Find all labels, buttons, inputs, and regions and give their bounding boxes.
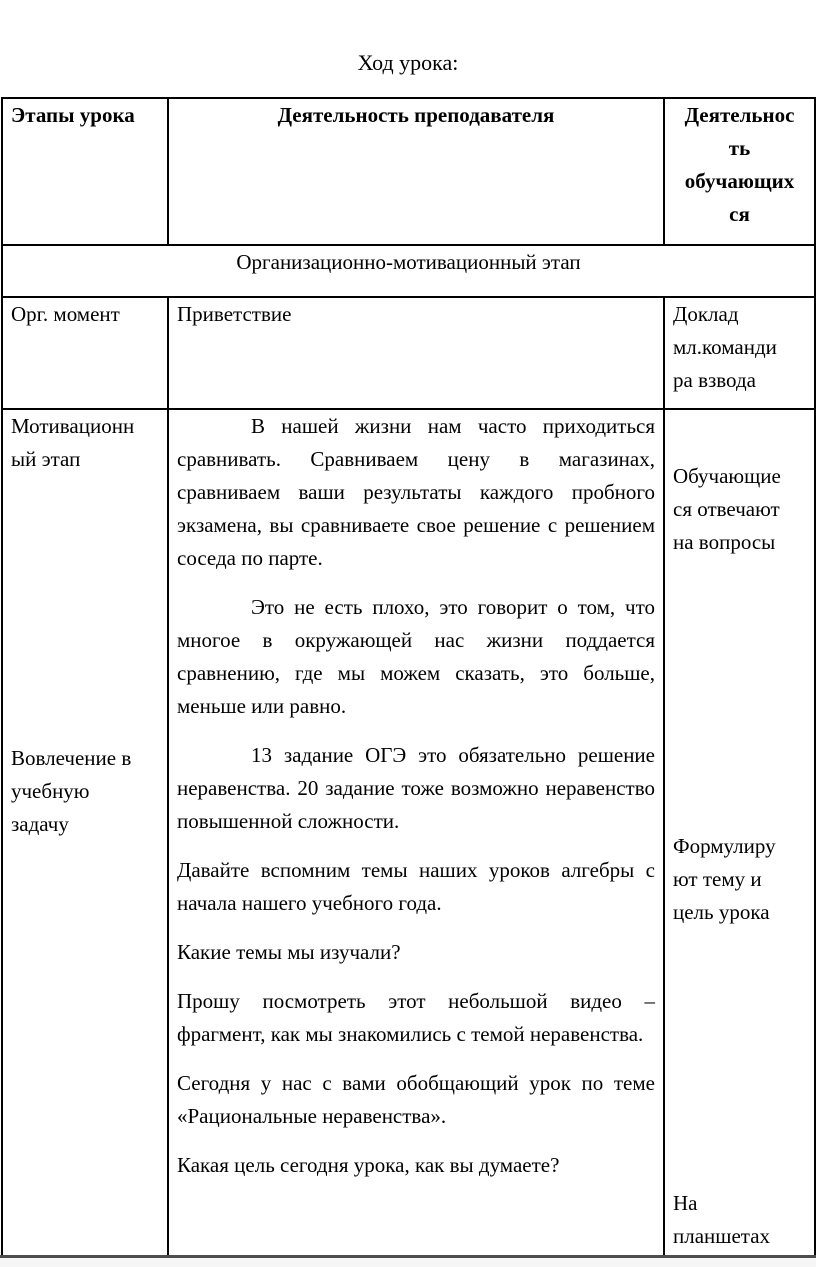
cell-teacher-activity: В нашей жизни нам часто приходиться срав…: [167, 408, 665, 1255]
students-answer-questions: Обучающие ся отвечают на вопросы: [673, 464, 781, 554]
table-header-row: Этапы урока Деятельность преподавателя Д…: [1, 97, 816, 246]
cell-stage-motivational: Мотивационн ый этап Вовлечение в учебную…: [1, 408, 169, 1255]
cell-teacher-greeting: Приветствие: [167, 296, 665, 410]
stage-label-motivational: Мотивационн ый этап: [11, 414, 135, 471]
teacher-paragraph: 13 задание ОГЭ это обязательно решение н…: [177, 743, 655, 833]
teacher-paragraph: Какая цель сегодня урока, как вы думаете…: [177, 1153, 560, 1177]
lesson-plan-table: Этапы урока Деятельность преподавателя Д…: [1, 97, 816, 1255]
below-page-area: [0, 1258, 816, 1267]
column-header-students-activity: Деятельнос ть обучающих ся: [663, 97, 816, 246]
students-on-tablets: На планшетах: [673, 1191, 771, 1248]
teacher-paragraph: Сегодня у нас с вами обобщающий урок по …: [177, 1071, 655, 1128]
teacher-paragraph: В нашей жизни нам часто приходиться срав…: [177, 414, 655, 570]
teacher-paragraph: Давайте вспомним темы наших уроков алгеб…: [177, 858, 655, 915]
teacher-paragraph: Прошу посмотреть этот небольшой видео – …: [177, 989, 655, 1046]
page-title: Ход урока:: [357, 50, 459, 75]
column-header-stages: Этапы урока: [1, 97, 169, 246]
stage-label-engagement: Вовлечение в учебную задачу: [11, 746, 132, 836]
teacher-paragraph: Это не есть плохо, это говорит о том, чт…: [177, 595, 655, 718]
page-edge-divider: [0, 1255, 816, 1258]
column-header-teacher-activity: Деятельность преподавателя: [167, 97, 665, 246]
cell-students-activity: Обучающие ся отвечают на вопросы Формули…: [663, 408, 816, 1255]
students-formulate-topic: Формулиру ют тему и цель урока: [673, 834, 776, 924]
table-row: Мотивационн ый этап Вовлечение в учебную…: [1, 408, 816, 1255]
table-row: Орг. момент Приветствие Доклад мл.команд…: [1, 296, 816, 410]
section-title-organizational-motivational: Организационно-мотивационный этап: [1, 244, 816, 298]
teacher-paragraph: Какие темы мы изучали?: [177, 940, 401, 964]
section-row: Организационно-мотивационный этап: [1, 244, 816, 298]
cell-students-platoon-report: Доклад мл.команди ра взвода: [663, 296, 816, 410]
cell-stage-org-moment: Орг. момент: [1, 296, 169, 410]
